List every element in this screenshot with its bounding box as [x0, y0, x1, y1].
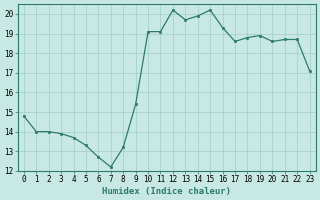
- X-axis label: Humidex (Indice chaleur): Humidex (Indice chaleur): [102, 187, 231, 196]
